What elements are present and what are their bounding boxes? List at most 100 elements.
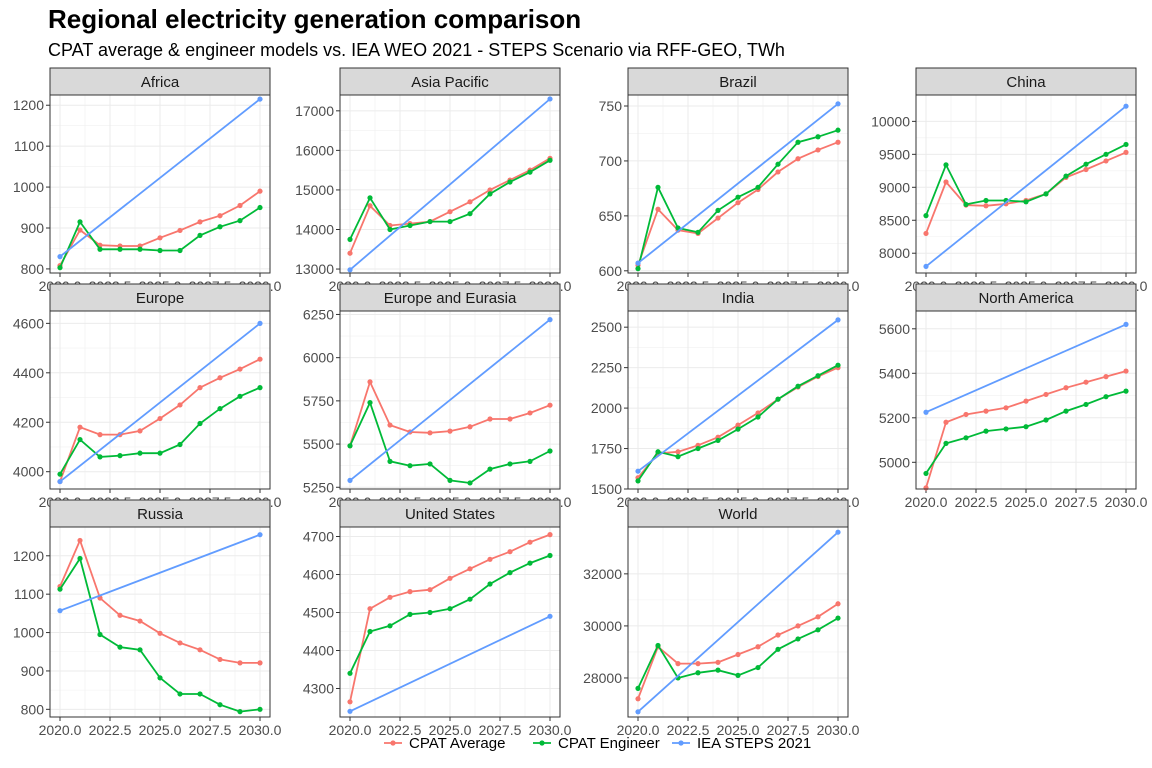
y-tick-label: 16000 xyxy=(295,142,334,158)
data-point-cpat-engineer xyxy=(117,644,123,650)
data-point-cpat-average xyxy=(427,430,433,436)
y-tick-label: 5600 xyxy=(879,321,910,337)
data-point-cpat-engineer xyxy=(635,478,641,484)
data-point-cpat-average xyxy=(735,422,741,428)
y-tick-label: 4500 xyxy=(303,605,334,621)
data-point-cpat-average xyxy=(943,179,949,185)
data-point-cpat-average xyxy=(157,630,163,636)
data-point-cpat-average xyxy=(547,402,553,408)
panel-border-world xyxy=(627,526,849,718)
data-point-cpat-engineer xyxy=(467,211,473,217)
panel-asia-pacific: Asia Pacific2020.02022.52025.02027.52030… xyxy=(295,67,572,294)
data-point-cpat-engineer xyxy=(775,646,781,652)
y-tick-label: 8500 xyxy=(879,212,910,228)
y-tick-label: 5500 xyxy=(303,436,334,452)
data-point-cpat-engineer xyxy=(137,647,143,653)
data-point-cpat-engineer xyxy=(795,139,801,145)
data-point-cpat-engineer xyxy=(257,706,263,712)
y-tick-label: 900 xyxy=(21,663,45,679)
panel-world: World 2020.0 2022.5 2025.0 2027.5 2030.0 28000… xyxy=(583,499,860,738)
x-tick-label: 2030.0 xyxy=(817,722,860,738)
strip-label-india: India xyxy=(722,290,755,307)
data-point-cpat-average xyxy=(367,379,373,385)
data-point-cpat-engineer xyxy=(527,169,533,175)
data-point-cpat-average xyxy=(177,402,183,408)
data-point-cpat-average xyxy=(735,200,741,206)
legend-key-point-cpat-average xyxy=(390,740,396,746)
data-point-cpat-average xyxy=(775,169,781,175)
data-point-iea-steps-2021 xyxy=(835,317,841,323)
x-tick-label: 2027.5 xyxy=(767,722,810,738)
data-point-cpat-average xyxy=(137,428,143,434)
series-line-iea-steps-2021 xyxy=(637,531,839,713)
series-line-iea-steps-2021 xyxy=(349,318,551,482)
data-point-cpat-engineer xyxy=(487,466,493,472)
panel-china: China2020.02022.52025.02027.52030.080008… xyxy=(871,67,1148,294)
data-point-cpat-average xyxy=(487,187,493,193)
data-point-cpat-engineer xyxy=(237,709,243,715)
panel-brazil: Brazil2020.02022.52025.02027.52030.06006… xyxy=(599,67,860,294)
x-tick-label: 2025.0 xyxy=(429,722,472,738)
panel-border-brazil xyxy=(627,94,849,274)
data-point-iea-steps-2021 xyxy=(923,409,929,415)
series-line-iea-steps-2021 xyxy=(59,98,261,258)
y-tick-label: 6250 xyxy=(303,306,334,322)
y-tick-label: 4300 xyxy=(303,681,334,697)
data-point-cpat-engineer xyxy=(197,232,203,238)
data-point-cpat-engineer xyxy=(655,642,661,649)
y-tick-label: 17000 xyxy=(295,103,334,119)
data-point-cpat-engineer xyxy=(815,627,821,633)
data-point-cpat-average xyxy=(507,416,513,422)
data-point-cpat-engineer xyxy=(427,461,433,467)
panel-united-states: United States 2020.0 2022.5 2025.0 2027.5 203… xyxy=(303,499,572,738)
data-point-cpat-average xyxy=(923,485,929,491)
x-tick-label: 2025.0 xyxy=(717,722,760,738)
data-point-cpat-average xyxy=(943,419,949,425)
strip-label-asia-pacific: Asia Pacific xyxy=(411,74,489,91)
y-tick-label: 2500 xyxy=(591,319,622,335)
data-point-cpat-average xyxy=(1083,166,1089,173)
data-point-cpat-average xyxy=(675,661,681,667)
legend-key-point-iea-steps-2021 xyxy=(678,740,684,746)
data-point-cpat-average xyxy=(755,410,761,416)
data-point-cpat-engineer xyxy=(447,606,453,612)
data-point-cpat-engineer xyxy=(943,162,949,168)
data-point-cpat-engineer xyxy=(1103,151,1109,157)
data-point-cpat-engineer xyxy=(387,623,393,629)
data-point-cpat-average xyxy=(217,213,223,219)
x-tick-label: 2027.5 xyxy=(479,722,522,738)
strip-united-states xyxy=(339,499,561,528)
data-point-cpat-engineer xyxy=(815,373,821,379)
panel-border-united-states xyxy=(339,526,561,718)
panel-border-africa xyxy=(49,94,271,274)
data-point-cpat-engineer xyxy=(237,393,243,399)
data-point-cpat-average xyxy=(197,385,203,391)
data-point-cpat-average xyxy=(447,575,453,581)
data-point-cpat-average xyxy=(237,366,243,372)
data-point-cpat-average xyxy=(635,696,641,702)
data-point-cpat-engineer xyxy=(547,157,553,163)
data-point-cpat-average xyxy=(367,203,373,209)
x-tick-label: 2022.5 xyxy=(667,722,710,738)
data-point-cpat-engineer xyxy=(347,670,353,676)
y-tick-label: 30000 xyxy=(583,618,622,634)
data-point-cpat-engineer xyxy=(57,586,63,592)
y-tick-label: 4400 xyxy=(303,643,334,659)
x-tick-label: 2020.0 xyxy=(617,722,660,738)
data-point-cpat-engineer xyxy=(137,246,143,252)
data-point-cpat-average xyxy=(983,203,989,209)
data-point-cpat-engineer xyxy=(1023,199,1029,205)
data-point-cpat-engineer xyxy=(695,229,701,235)
panel-europe-and-eurasia: Europe and Eurasia2020.02022.52025.02027… xyxy=(303,283,572,510)
data-point-cpat-average xyxy=(467,424,473,430)
data-point-iea-steps-2021 xyxy=(635,709,641,715)
data-point-cpat-average xyxy=(715,659,721,665)
data-point-cpat-engineer xyxy=(77,219,83,225)
data-point-cpat-engineer xyxy=(835,362,841,368)
data-point-cpat-engineer xyxy=(1123,388,1129,394)
y-tick-label: 1100 xyxy=(14,138,44,154)
data-point-cpat-average xyxy=(257,660,263,666)
data-point-cpat-average xyxy=(117,612,123,618)
x-tick-label: 2022.5 xyxy=(89,722,132,738)
y-tick-label: 800 xyxy=(21,261,45,277)
